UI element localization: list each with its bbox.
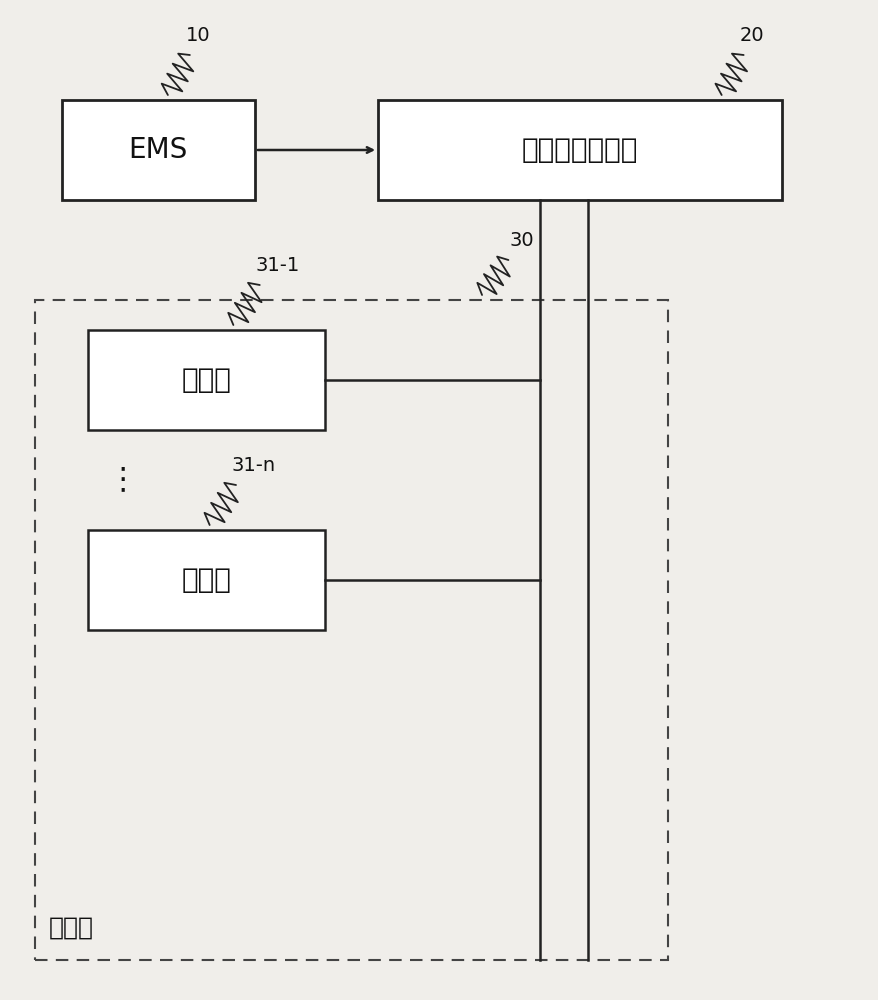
Text: 虚拟化控制设备: 虚拟化控制设备 <box>522 136 637 164</box>
Bar <box>378 100 781 200</box>
Bar <box>61 100 255 200</box>
Bar <box>88 330 325 430</box>
Text: 服务器: 服务器 <box>182 566 231 594</box>
Text: 30: 30 <box>508 231 533 250</box>
Text: 31-n: 31-n <box>231 456 276 475</box>
Bar <box>88 530 325 630</box>
Text: EMS: EMS <box>128 136 188 164</box>
Text: ⋮: ⋮ <box>108 466 138 494</box>
Text: 20: 20 <box>739 26 764 45</box>
Text: 10: 10 <box>186 26 211 45</box>
Text: 服务器: 服务器 <box>182 366 231 394</box>
Bar <box>35 300 667 960</box>
Text: 资源池: 资源池 <box>48 916 93 940</box>
Text: 31-1: 31-1 <box>255 256 299 275</box>
